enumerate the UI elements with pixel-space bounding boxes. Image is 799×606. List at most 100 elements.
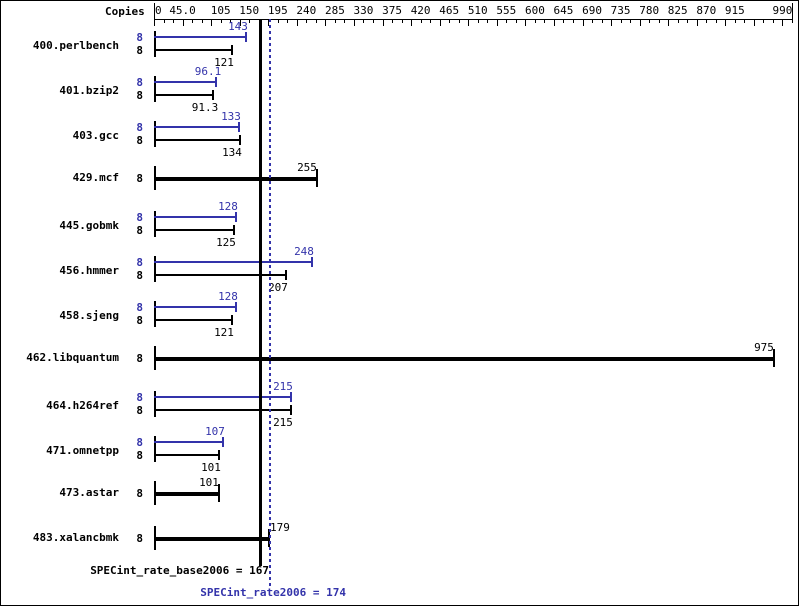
- bar-cap-peak: [311, 257, 313, 267]
- copies-value-base: 8: [136, 449, 143, 462]
- axis-tick-label: 0: [155, 4, 162, 17]
- axis-tick: [516, 20, 517, 23]
- bar-cap-peak: [290, 392, 292, 402]
- copies-value-base: 8: [136, 532, 143, 545]
- bar-base: [154, 229, 233, 231]
- bar-cap-base: [239, 135, 241, 145]
- bar-cap-base: [290, 405, 292, 415]
- axis-tick: [430, 20, 431, 23]
- bar-cap-peak: [235, 302, 237, 312]
- axis-tick: [221, 20, 222, 23]
- bar-value-base: 91.3: [191, 101, 219, 114]
- copies-value-peak: 8: [136, 211, 143, 224]
- copies-value-base: 8: [136, 89, 143, 102]
- axis-tick: [164, 20, 165, 23]
- bench-label-464-h264ref: 464.h264ref: [46, 399, 119, 412]
- axis-tick: [563, 20, 564, 23]
- copies-column-header: Copies: [105, 5, 145, 18]
- axis-tick: [792, 20, 793, 23]
- axis-tick: [478, 20, 479, 23]
- bar-base: [154, 177, 316, 181]
- bar-origin-tick: [154, 256, 156, 282]
- bar-origin-tick: [154, 31, 156, 57]
- bar-peak: [154, 36, 245, 38]
- axis-tick-label: 555: [496, 4, 517, 17]
- axis-top-rule: [154, 19, 793, 20]
- axis-tick: [640, 20, 641, 26]
- axis-tick: [583, 20, 584, 26]
- copies-value-peak: 8: [136, 31, 143, 44]
- axis-tick-label: 465: [439, 4, 460, 17]
- bench-label-473-astar: 473.astar: [59, 486, 119, 499]
- axis-tick-label: 105: [210, 4, 231, 17]
- axis-tick: [621, 20, 622, 23]
- axis-tick: [411, 20, 412, 26]
- axis-tick-label: 915: [724, 4, 745, 17]
- bar-origin-tick: [154, 391, 156, 417]
- bar-value-peak: 107: [205, 425, 225, 438]
- bar-peak: [154, 306, 235, 308]
- axis-tick: [497, 20, 498, 26]
- bar-value-base: 101: [199, 476, 219, 489]
- copies-value-base: 8: [136, 134, 143, 147]
- axis-tick: [268, 20, 269, 26]
- axis-tick: [773, 20, 774, 23]
- axis-tick: [687, 20, 688, 23]
- bar-base: [154, 319, 231, 321]
- axis-tick: [468, 20, 469, 26]
- axis-tick-label: 375: [382, 4, 402, 17]
- bar-cap-base: [231, 315, 233, 325]
- axis-tick: [554, 20, 555, 26]
- bar-cap-peak: [215, 77, 217, 87]
- axis-tick-label: 285: [324, 4, 345, 17]
- axis-tick: [249, 20, 250, 23]
- bar-value-peak: 128: [218, 290, 238, 303]
- axis-tick-label: 240: [296, 4, 317, 17]
- axis-tick: [154, 20, 155, 26]
- axis-right-rule: [792, 3, 793, 19]
- bar-cap-base: [218, 450, 220, 460]
- axis-tick: [344, 20, 345, 23]
- axis-tick: [297, 20, 298, 26]
- axis-tick: [202, 20, 203, 23]
- copies-value-peak: 8: [136, 391, 143, 404]
- axis-tick: [573, 20, 574, 23]
- axis-tick: [754, 20, 755, 26]
- bar-cap-base: [773, 349, 775, 367]
- axis-tick-label: 735: [610, 4, 631, 17]
- copies-value-base: 8: [136, 44, 143, 57]
- axis-tick: [211, 20, 212, 26]
- bar-value-peak: 248: [294, 245, 314, 258]
- axis-tick: [183, 20, 184, 26]
- summary-base-label: SPECint_rate_base2006 = 167: [90, 564, 269, 577]
- axis-tick-label: 690: [582, 4, 602, 17]
- axis-tick-label: 990: [772, 4, 793, 17]
- axis-tick: [782, 20, 783, 26]
- copies-value-base: 8: [136, 314, 143, 327]
- axis-tick: [592, 20, 593, 23]
- bar-cap-base: [212, 90, 214, 100]
- bar-cap-peak: [245, 32, 247, 42]
- axis-tick: [173, 20, 174, 23]
- copies-value-base: 8: [136, 224, 143, 237]
- bar-origin-tick: [154, 121, 156, 147]
- axis-tick-label: 825: [667, 4, 688, 17]
- bar-origin-tick: [154, 211, 156, 237]
- bar-cap-peak: [238, 122, 240, 132]
- axis-tick: [725, 20, 726, 26]
- copies-value-base: 8: [136, 352, 143, 365]
- axis-tick-label: 150: [239, 4, 260, 17]
- copies-value-base: 8: [136, 487, 143, 500]
- copies-value-base: 8: [136, 172, 143, 185]
- axis-tick-label: 510: [467, 4, 488, 17]
- axis-tick: [440, 20, 441, 26]
- copies-value-peak: 8: [136, 301, 143, 314]
- axis-tick: [716, 20, 717, 23]
- bar-value-peak: 133: [221, 110, 241, 123]
- bar-value-peak: 128: [218, 200, 238, 213]
- bar-value-peak: 143: [228, 20, 248, 33]
- bar-value-base: 207: [268, 281, 288, 294]
- axis-tick: [668, 20, 669, 26]
- bar-origin-tick: [154, 76, 156, 102]
